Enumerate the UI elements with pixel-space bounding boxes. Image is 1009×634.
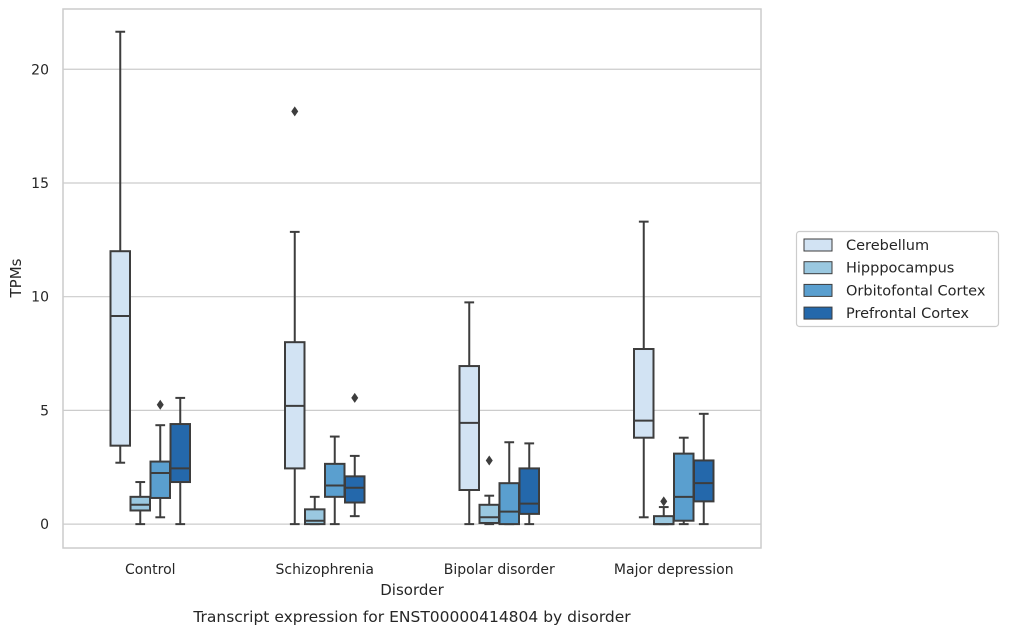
box-orbitofontal-cortex-bipolar-disorder	[498, 441, 520, 526]
box-prefrontal-cortex-major-depression	[693, 412, 715, 526]
y-tick-label: 15	[31, 176, 49, 192]
iqr-box	[518, 467, 540, 515]
x-tick-label-major-depression: Major depression	[614, 562, 734, 578]
iqr-box	[129, 495, 151, 512]
legend-label-hipppocampus: Hipppocampus	[846, 261, 954, 277]
box-cerebellum-bipolar-disorder	[458, 301, 480, 526]
outlier-point	[351, 392, 359, 403]
box-cerebellum-major-depression	[633, 220, 655, 519]
box-groups	[109, 30, 715, 526]
box-prefrontal-cortex-control	[169, 396, 191, 526]
y-tick-labels: 0 5 10 15 20	[31, 62, 49, 533]
y-tick-label: 5	[40, 403, 49, 419]
y-tick-label: 10	[31, 290, 49, 306]
series-prefrontal-cortex	[169, 392, 715, 526]
legend-label-prefrontal-cortex: Prefrontal Cortex	[846, 306, 969, 322]
iqr-box	[169, 423, 191, 484]
legend-label-orbitofontal-cortex: Orbitofontal Cortex	[846, 283, 986, 299]
outlier-point	[660, 496, 668, 507]
x-axis-title: Disorder	[380, 581, 444, 599]
iqr-box	[109, 250, 131, 447]
y-tick-label: 0	[40, 517, 49, 533]
outlier-point	[291, 106, 299, 117]
iqr-box	[693, 459, 715, 503]
box-orbitofontal-cortex-schizophrenia	[324, 435, 346, 526]
iqr-box	[149, 460, 171, 499]
iqr-box	[304, 508, 326, 526]
series-cerebellum	[109, 30, 655, 526]
iqr-box	[478, 503, 500, 524]
box-orbitofontal-cortex-control	[149, 399, 171, 519]
iqr-box	[498, 482, 520, 526]
y-axis-title: TPMs	[7, 258, 25, 298]
iqr-box	[673, 452, 695, 522]
legend-frame	[795, 230, 1000, 328]
box-prefrontal-cortex-schizophrenia	[344, 392, 366, 518]
x-tick-label-bipolar-disorder: Bipolar disorder	[444, 562, 555, 578]
x-tick-labels: Control Schizophrenia Bipolar disorder Majo…	[125, 562, 734, 578]
iqr-box	[633, 348, 655, 439]
plot-frame	[62, 8, 762, 549]
series-hipppocampus	[129, 455, 675, 526]
box-hipppocampus-schizophrenia	[304, 495, 326, 526]
iqr-box	[458, 365, 480, 492]
iqr-box	[324, 462, 346, 498]
iqr-box	[344, 475, 366, 504]
legend: Cerebellum Hipppocampus Orbitofontal Corte…	[795, 230, 1000, 328]
x-tick-label-control: Control	[125, 562, 176, 578]
box-prefrontal-cortex-bipolar-disorder	[518, 442, 540, 526]
box-hipppocampus-major-depression	[653, 496, 675, 526]
box-orbitofontal-cortex-major-depression	[673, 436, 695, 526]
box-hipppocampus-control	[129, 481, 151, 526]
legend-swatch-cerebellum	[803, 238, 833, 252]
legend-swatch-orbitofontal-cortex	[803, 283, 833, 297]
legend-swatch-hipppocampus	[803, 261, 833, 275]
box-cerebellum-schizophrenia	[284, 106, 306, 526]
box-cerebellum-control	[109, 30, 131, 464]
legend-swatch-prefrontal-cortex	[803, 306, 833, 320]
outlier-point	[156, 399, 164, 410]
iqr-box	[653, 515, 675, 526]
legend-label-cerebellum: Cerebellum	[846, 238, 929, 254]
x-tick-label-schizophrenia: Schizophrenia	[276, 562, 374, 578]
outlier-point	[485, 455, 493, 466]
chart-caption: Transcript expression for ENST0000041480…	[192, 608, 631, 626]
grid-lines	[63, 68, 761, 525]
box-hipppocampus-bipolar-disorder	[478, 455, 500, 526]
series-orbitofontal-cortex	[149, 399, 695, 526]
y-tick-label: 20	[31, 62, 49, 78]
